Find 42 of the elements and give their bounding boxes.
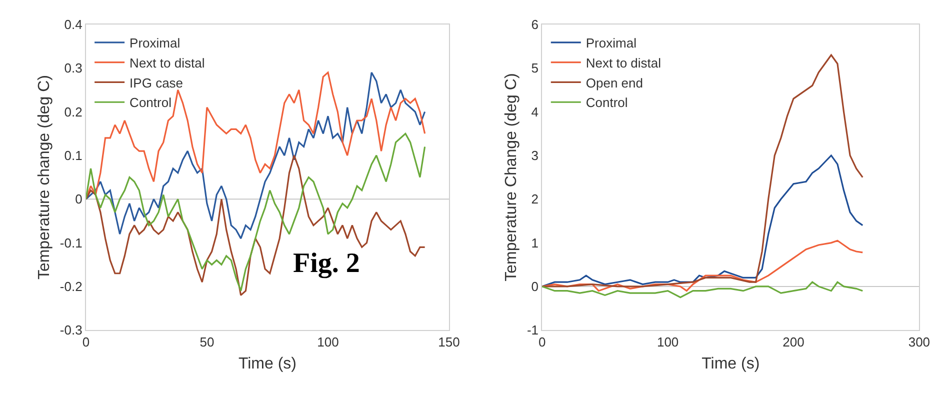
line-series xyxy=(86,132,426,292)
y-tick-label: 4 xyxy=(531,104,539,120)
legend-label: Next to distal xyxy=(586,55,662,70)
line-series xyxy=(542,54,864,288)
legend-label: Next to distal xyxy=(130,55,205,70)
x-tick-label: 50 xyxy=(200,334,214,350)
line-series xyxy=(542,154,864,288)
legend-label: Control xyxy=(130,95,172,110)
y-tick-label: 0 xyxy=(75,192,82,207)
x-tick-label: 100 xyxy=(656,334,679,350)
y-tick-label: 0.2 xyxy=(64,104,82,120)
y-tick-label: 0.3 xyxy=(64,60,82,76)
y-tick-label: -0.3 xyxy=(60,322,82,338)
y-axis-title: Temperature change (deg C) xyxy=(36,75,53,280)
legend-label: IPG case xyxy=(130,75,184,90)
y-tick-label: 5 xyxy=(531,60,539,76)
line-series xyxy=(542,240,864,292)
x-tick-label: 200 xyxy=(782,334,804,350)
y-tick-label: 1 xyxy=(531,235,539,250)
legend-label: Proximal xyxy=(130,35,180,50)
line-series xyxy=(86,154,426,296)
y-tick-label: 0 xyxy=(531,279,539,294)
legend-label: Control xyxy=(586,95,628,110)
x-tick-label: 300 xyxy=(908,334,930,350)
y-tick-label: 0.4 xyxy=(64,16,82,32)
y-tick-label: 3 xyxy=(531,148,539,163)
y-tick-label: 6 xyxy=(531,16,539,32)
x-axis-title: Time (s) xyxy=(702,355,760,372)
legend-label: Proximal xyxy=(586,35,637,50)
y-tick-label: 2 xyxy=(531,192,539,207)
y-tick-label: -1 xyxy=(526,322,539,338)
line-series xyxy=(542,281,864,298)
x-tick-label: 100 xyxy=(317,334,339,350)
annotation: Fig. 2 xyxy=(293,248,360,279)
x-tick-label: 150 xyxy=(438,334,460,350)
legend-label: Open end xyxy=(586,75,643,90)
y-tick-label: -0.1 xyxy=(60,235,82,250)
line-series xyxy=(86,72,426,240)
y-tick-label: -0.2 xyxy=(60,279,82,294)
y-tick-label: 0.1 xyxy=(64,148,82,163)
x-axis-title: Time (s) xyxy=(238,355,297,372)
y-axis-title: Temperature Change (deg C) xyxy=(502,73,520,282)
